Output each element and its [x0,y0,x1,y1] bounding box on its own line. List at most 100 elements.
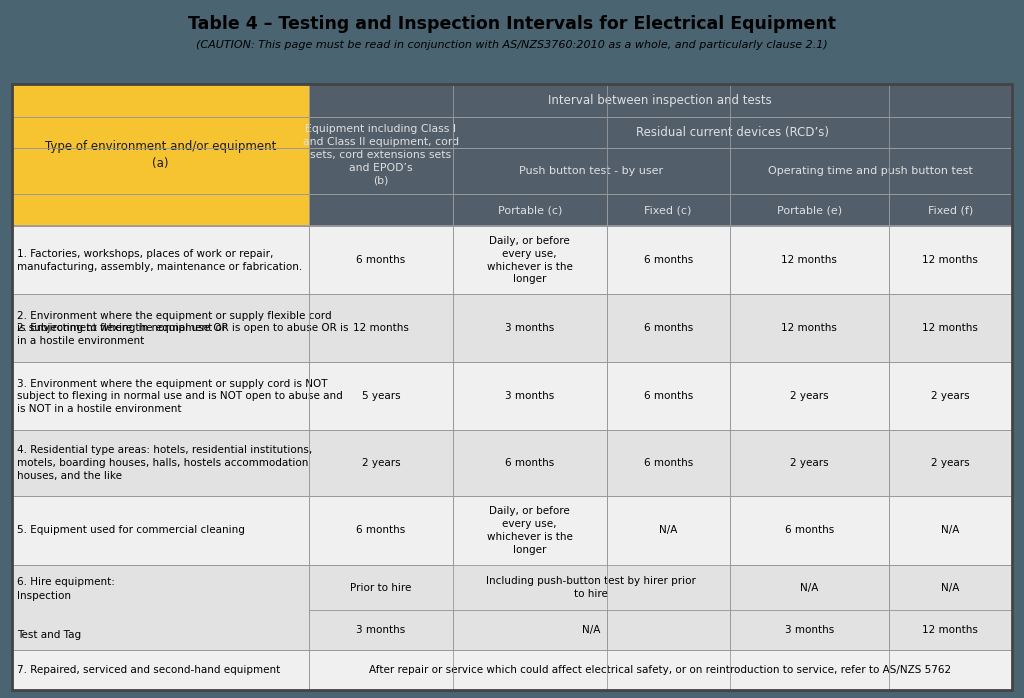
Bar [12,496,309,565]
Text: Operating time and push button test: Operating time and push button test [768,166,973,176]
Bar [729,362,889,431]
Bar [607,194,729,226]
Bar [309,194,453,226]
Bar [453,295,607,362]
Bar [729,610,889,651]
Text: Daily, or before
every use,
whichever is the
longer: Daily, or before every use, whichever is… [486,236,572,284]
Text: Including push-button test by hirer prior
to hire: Including push-button test by hirer prio… [486,576,696,599]
Text: N/A: N/A [582,625,600,635]
Text: 6 months: 6 months [643,392,693,401]
Bar [12,148,309,194]
Text: 2 years: 2 years [931,392,970,401]
Text: 12 months: 12 months [923,625,978,635]
Text: 12 months: 12 months [781,323,838,334]
Text: Portable (c): Portable (c) [498,205,562,215]
Bar [453,226,607,295]
Bar [889,194,1012,226]
Bar [607,295,729,362]
Text: Prior to hire: Prior to hire [350,583,412,593]
Text: N/A: N/A [800,583,818,593]
Bar [453,117,1012,148]
Text: 3. Environment where the equipment or supply cord is NOT
subject to flexing in n: 3. Environment where the equipment or su… [17,378,343,414]
Text: 3 months: 3 months [505,323,554,334]
Text: 6 months: 6 months [505,458,554,468]
Text: 6 months: 6 months [643,458,693,468]
Bar [12,194,309,226]
Bar [607,565,729,610]
Bar [309,651,1012,690]
Text: 5 years: 5 years [361,392,400,401]
Bar [309,295,453,362]
Bar [889,565,1012,610]
Text: Table 4 – Testing and Inspection Intervals for Electrical Equipment: Table 4 – Testing and Inspection Interva… [188,15,836,34]
Bar [607,362,729,431]
Bar [889,362,1012,431]
Text: Push button test - by user: Push button test - by user [519,166,664,176]
Text: 3 months: 3 months [505,392,554,401]
Bar [607,226,729,295]
Bar [309,226,453,295]
Text: 3 months: 3 months [356,625,406,635]
Bar [12,651,309,690]
Text: 2 years: 2 years [790,392,828,401]
Bar [309,117,453,148]
Text: Daily, or before
every use,
whichever is the
longer: Daily, or before every use, whichever is… [486,506,572,554]
Text: 4. Residential type areas: hotels, residential institutions,
motels, boarding ho: 4. Residential type areas: hotels, resid… [17,445,312,481]
Bar [309,148,453,194]
Text: 12 months: 12 months [781,255,838,265]
Text: 3 months: 3 months [784,625,834,635]
Bar [453,610,607,651]
Bar [607,431,729,496]
Text: 2 years: 2 years [361,458,400,468]
Text: 6 months: 6 months [356,255,406,265]
Bar [309,362,453,431]
Text: 2. Environment where the equipment or: 2. Environment where the equipment or [17,323,230,334]
Bar [309,84,1012,117]
Bar [889,295,1012,362]
Bar [12,431,309,496]
Text: (CAUTION: This page must be read in conjunction with AS/NZS3760:2010 as a whole,: (CAUTION: This page must be read in conj… [197,40,827,50]
Text: N/A: N/A [659,526,677,535]
Bar [12,84,1012,690]
Text: Portable (e): Portable (e) [776,205,842,215]
Bar [729,148,1012,194]
Bar [729,431,889,496]
Bar [453,496,607,565]
Text: 6 months: 6 months [784,526,834,535]
Bar [453,148,729,194]
Bar [453,194,607,226]
Bar [453,362,607,431]
Bar [12,295,309,362]
Bar [453,565,607,610]
Bar [12,226,309,295]
Bar [729,226,889,295]
Text: 2 years: 2 years [790,458,828,468]
Bar [729,295,889,362]
Text: 12 months: 12 months [353,323,409,334]
Text: 6 months: 6 months [643,323,693,334]
Bar [12,565,309,651]
Bar [889,610,1012,651]
Bar [309,565,453,610]
Text: Residual current devices (RCD’s): Residual current devices (RCD’s) [636,126,828,139]
Bar [453,431,607,496]
Bar [729,194,889,226]
Text: 6 months: 6 months [356,526,406,535]
Bar [889,496,1012,565]
Text: 12 months: 12 months [923,255,978,265]
Bar [309,431,453,496]
Text: 5. Equipment used for commercial cleaning: 5. Equipment used for commercial cleanin… [17,526,246,535]
Bar [453,565,729,610]
Text: 12 months: 12 months [923,323,978,334]
Bar [309,610,453,651]
Text: 6 months: 6 months [643,255,693,265]
Text: Interval between inspection and tests: Interval between inspection and tests [549,94,772,107]
Bar [309,496,453,565]
Bar [889,431,1012,496]
Bar [607,496,729,565]
Text: 6. Hire equipment:
Inspection: 6. Hire equipment: Inspection [17,577,116,601]
Text: Fixed (c): Fixed (c) [644,205,692,215]
Bar [12,362,309,431]
Text: After repair or service which could affect electrical safety, or on reintroducti: After repair or service which could affe… [370,665,951,675]
Text: 7. Repaired, serviced and second-hand equipment: 7. Repaired, serviced and second-hand eq… [17,665,281,675]
